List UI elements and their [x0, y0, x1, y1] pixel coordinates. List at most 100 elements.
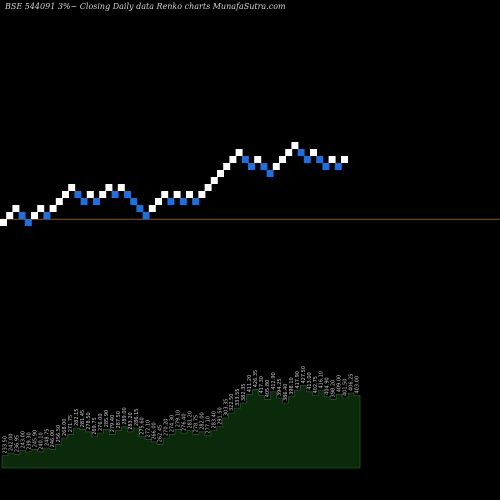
renko-brick-down: [248, 163, 255, 170]
volume-label: 426.35: [253, 370, 259, 388]
renko-brick-up: [0, 219, 7, 226]
volume-label: 291.50: [217, 407, 223, 425]
volume-label: 256.50: [56, 425, 62, 443]
renko-brick-down: [334, 163, 342, 170]
renko-brick-up: [223, 163, 231, 170]
renko-brick-up: [328, 156, 336, 163]
renko-brick-up: [279, 156, 286, 163]
renko-brick-down: [136, 205, 144, 212]
volume-label: 240.10: [38, 432, 44, 450]
renko-brick-up: [105, 184, 113, 191]
renko-brick-up: [217, 170, 224, 177]
volume-label: 243.00: [20, 431, 26, 449]
renko-brick-up: [235, 149, 243, 156]
volume-label: 281.45: [80, 410, 86, 428]
volume-label: 289.00: [122, 407, 128, 425]
volume-label: 268.00: [62, 419, 68, 437]
renko-brick-down: [179, 198, 187, 205]
volume-label: 427.50: [301, 366, 307, 384]
renko-brick-up: [210, 177, 218, 184]
volume-label: 417.30: [259, 376, 265, 394]
renko-brick-up: [62, 191, 69, 198]
chart-title: BSE 544091 3%~ Closing Daily data Renko …: [4, 2, 286, 11]
volume-label: 279.10: [176, 410, 182, 428]
volume-label: 276.40: [182, 414, 188, 432]
renko-brick-down: [130, 198, 138, 205]
renko-brick-down: [124, 191, 131, 198]
volume-label: 269.75: [92, 417, 98, 435]
renko-brick-up: [272, 163, 280, 170]
renko-brick-down: [167, 198, 175, 205]
volume-label: 283.20: [128, 412, 134, 430]
volume-label: 406.25: [349, 374, 355, 392]
volume-label: 277.10: [205, 416, 211, 434]
renko-brick-up: [99, 191, 107, 198]
volume-label: 303.35: [223, 399, 229, 417]
renko-brick-down: [322, 163, 330, 170]
volume-label: 401.50: [343, 379, 349, 397]
renko-brick-up: [198, 191, 206, 198]
renko-brick-up: [285, 149, 293, 156]
renko-brick-up: [117, 184, 125, 191]
volume-label: 274.30: [170, 415, 176, 433]
volume-label: 279.40: [110, 415, 116, 433]
volume-label: 333.55: [235, 389, 241, 407]
volume-label: 386.40: [283, 384, 289, 402]
volume-labels: 233.50 242.00 236.95 243.00 239.30 245.90 240.…: [3, 366, 361, 454]
volume-area: [1, 385, 361, 469]
volume-label: 394.25: [277, 379, 283, 397]
renko-brick-down: [142, 212, 150, 219]
renko-brick-up: [254, 156, 262, 163]
volume-label: 403.00: [355, 376, 361, 394]
renko-brick-up: [12, 205, 20, 212]
volume-label: 239.30: [26, 432, 32, 450]
renko-brick-down: [192, 198, 200, 205]
volume-label: 283.40: [211, 411, 217, 429]
volume-label: 262.45: [158, 425, 164, 443]
volume-label: 417.90: [295, 371, 301, 389]
renko-brick-up: [173, 191, 181, 198]
volume-label: 416.10: [319, 371, 325, 389]
renko-brick-up: [6, 212, 14, 219]
volume-label: 413.00: [307, 372, 313, 390]
volume-label: 398.20: [331, 380, 337, 398]
volume-label: 266.00: [152, 422, 158, 440]
volume-label: 282.00: [199, 412, 205, 430]
volume-label: 276.00: [98, 414, 104, 432]
volume-label: 233.50: [3, 436, 9, 454]
renko-brick-down: [303, 156, 311, 163]
renko-brick-down: [24, 219, 32, 226]
volume-label: 382.35: [241, 384, 247, 402]
volume-area-path: [1, 385, 361, 469]
volume-label: 271.75: [68, 415, 74, 433]
renko-brick-up: [161, 191, 169, 198]
renko-brick-up: [341, 156, 348, 163]
volume-label: 285.90: [104, 410, 110, 428]
volume-label: 286.15: [134, 409, 140, 427]
volume-label: 245.90: [32, 430, 38, 448]
renko-brick-down: [260, 163, 268, 170]
volume-label: 287.50: [116, 411, 122, 429]
volume-label: 248.75: [44, 429, 50, 447]
volume-label: 281.20: [187, 411, 193, 429]
renko-brick-up: [204, 184, 212, 191]
renko-brick-up: [37, 205, 45, 212]
renko-brick-down: [18, 212, 26, 219]
renko-brick-down: [43, 212, 51, 219]
renko-brick-down: [111, 191, 119, 198]
renko-brick-up: [31, 212, 38, 219]
volume-label: 409.00: [337, 375, 343, 393]
volume-label: 275.60: [140, 417, 146, 435]
renko-brick-down: [80, 198, 88, 205]
renko-brick-down: [74, 191, 82, 198]
renko-brick-down: [316, 156, 324, 163]
renko-brick-down: [93, 198, 100, 205]
volume-label: 402.75: [313, 376, 319, 394]
renko-brick-down: [241, 156, 249, 163]
renko-brick-up: [186, 191, 193, 198]
volume-label: 246.00: [50, 430, 56, 448]
volume-label: 236.95: [14, 435, 20, 453]
renko-brick-up: [310, 149, 317, 156]
renko-brick-up: [291, 142, 299, 149]
